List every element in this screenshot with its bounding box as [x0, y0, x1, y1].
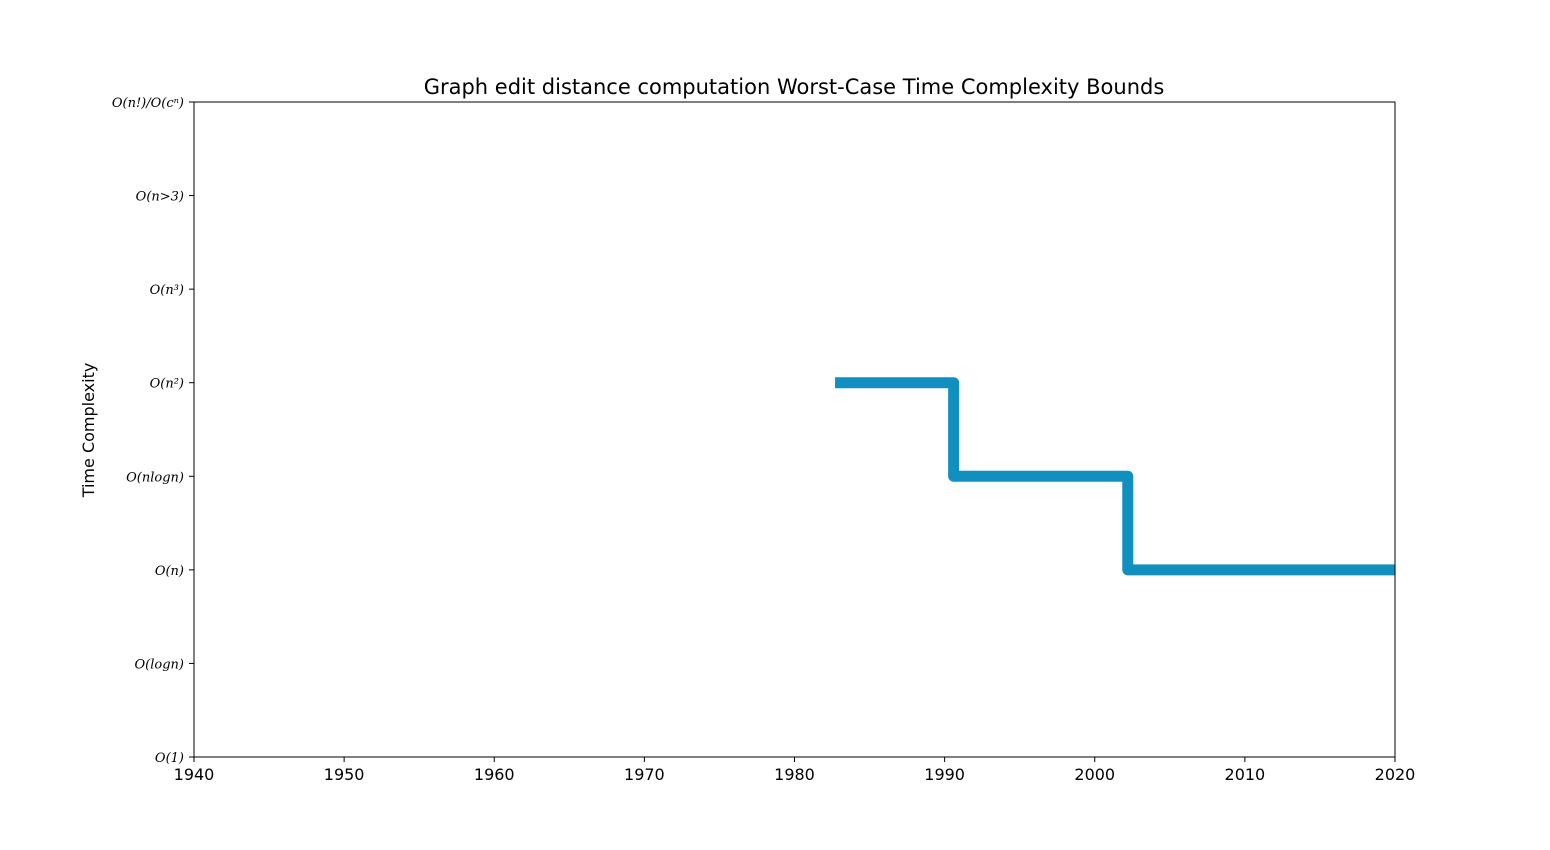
x-tick-label: 1970 [624, 765, 665, 784]
x-tick-label: 2010 [1225, 765, 1266, 784]
y-axis-label: Time Complexity [79, 363, 98, 499]
axes-frame [193, 101, 1396, 758]
y-tick-label: O(n²) [150, 377, 184, 392]
y-tick-label: O(n³) [150, 283, 184, 298]
y-tick-label: O(n>3) [136, 190, 184, 205]
x-tick-label: 1980 [774, 765, 815, 784]
x-tick-label: 1960 [474, 765, 515, 784]
series-line-0 [835, 377, 1395, 576]
x-tick-label: 1950 [324, 765, 365, 784]
y-tick-label: O(n!)/O(cⁿ) [112, 96, 184, 111]
axes: 1940 1950 1960 1970 1980 1990 2000 2010 2020 O(1)… [112, 96, 1416, 784]
chart-title: Graph edit distance computation Worst-Ca… [424, 75, 1165, 99]
y-tick-label: O(logn) [135, 657, 184, 672]
plot-area [835, 377, 1395, 576]
y-tick-label: O(n) [155, 564, 184, 579]
y-tick-label: O(nlogn) [126, 470, 184, 485]
x-tick-label: 1940 [174, 765, 215, 784]
x-tick-label: 2020 [1375, 765, 1416, 784]
x-tick-label: 2000 [1074, 765, 1115, 784]
y-tick-label: O(1) [155, 751, 184, 766]
x-tick-label: 1990 [924, 765, 965, 784]
